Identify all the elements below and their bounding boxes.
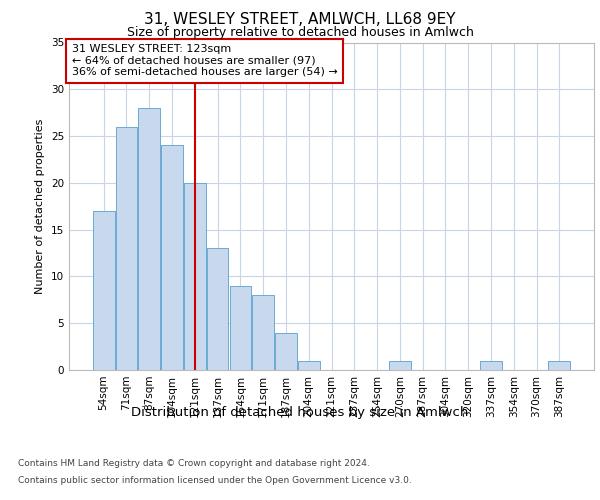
Bar: [480, 360, 502, 370]
Text: Distribution of detached houses by size in Amlwch: Distribution of detached houses by size …: [131, 406, 469, 419]
Text: Contains public sector information licensed under the Open Government Licence v3: Contains public sector information licen…: [18, 476, 412, 485]
Bar: [548, 360, 570, 370]
Bar: [298, 360, 320, 370]
Bar: [275, 332, 297, 370]
Text: Contains HM Land Registry data © Crown copyright and database right 2024.: Contains HM Land Registry data © Crown c…: [18, 458, 370, 468]
Bar: [207, 248, 229, 370]
Text: 31 WESLEY STREET: 123sqm
← 64% of detached houses are smaller (97)
36% of semi-d: 31 WESLEY STREET: 123sqm ← 64% of detach…: [71, 44, 337, 78]
Text: Size of property relative to detached houses in Amlwch: Size of property relative to detached ho…: [127, 26, 473, 39]
Y-axis label: Number of detached properties: Number of detached properties: [35, 118, 46, 294]
Bar: [139, 108, 160, 370]
Bar: [389, 360, 410, 370]
Text: 31, WESLEY STREET, AMLWCH, LL68 9EY: 31, WESLEY STREET, AMLWCH, LL68 9EY: [144, 12, 456, 28]
Bar: [184, 183, 206, 370]
Bar: [161, 146, 183, 370]
Bar: [230, 286, 251, 370]
Bar: [253, 295, 274, 370]
Bar: [116, 126, 137, 370]
Bar: [93, 211, 115, 370]
